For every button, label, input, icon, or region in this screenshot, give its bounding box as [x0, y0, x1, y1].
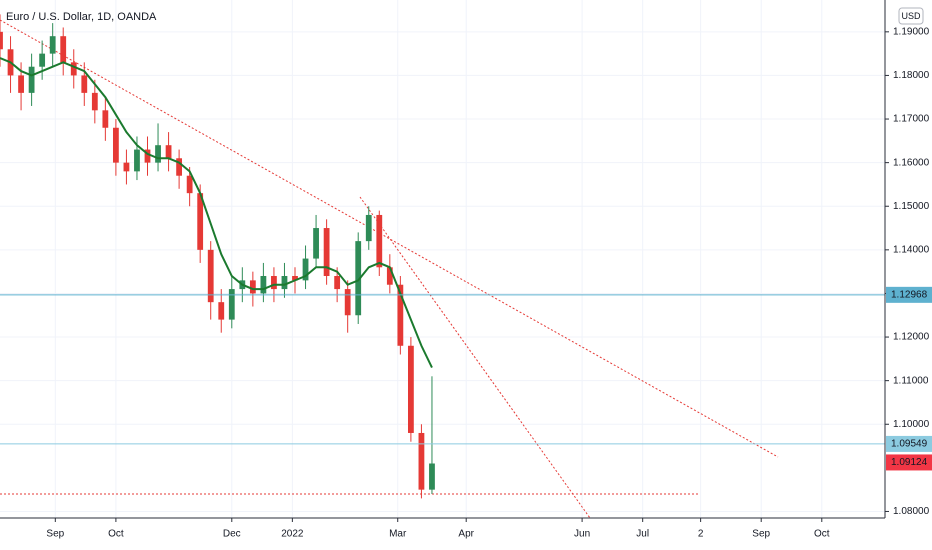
candle-body [376, 214, 383, 268]
grid [0, 0, 885, 518]
candle-body [134, 149, 140, 172]
x-tick-label: Sep [752, 529, 770, 540]
candle-body [112, 127, 119, 163]
y-tick-label: 1.16000 [893, 157, 930, 168]
candle-body [218, 302, 225, 320]
candle-body [407, 345, 414, 433]
x-tick-label: Mar [389, 529, 407, 540]
series [0, 14, 885, 499]
candle-body [334, 276, 341, 290]
candle-body [0, 31, 3, 50]
candle-body [197, 193, 204, 250]
price-label-box [886, 435, 932, 452]
candle-body [155, 145, 161, 163]
chart-title: Euro / U.S. Dollar, 1D, OANDA [6, 11, 157, 23]
y-tick-label: 1.11000 [893, 375, 929, 386]
y-tick-label: 1.17000 [893, 114, 930, 125]
x-tick-label: Sep [46, 529, 64, 540]
x-tick-label: Jun [574, 529, 590, 540]
candle-body [429, 463, 435, 490]
price-label: 1.12968 [891, 289, 928, 300]
candle-body [39, 53, 46, 67]
candle-body [28, 66, 35, 93]
y-tick-label: 1.12000 [893, 332, 930, 343]
candle-body [302, 258, 309, 281]
candle-body [313, 228, 319, 259]
axes: 1.19000 1.18000 1.17000 1.16000 1.15000 1.140… [46, 26, 932, 540]
candle-body [418, 432, 425, 490]
last-price-label: 1.09124 [891, 457, 928, 468]
x-tick-label: Apr [458, 529, 474, 540]
x-tick-label: 2 [698, 529, 704, 540]
price-label-box [886, 286, 932, 303]
candle-body [355, 241, 362, 316]
y-tick-label: 1.10000 [893, 419, 930, 430]
candle-body [281, 276, 288, 290]
x-tick-label: Jul [636, 529, 649, 540]
price-label: 1.09549 [891, 439, 928, 450]
trend-line [359, 196, 591, 519]
candle-body [186, 175, 193, 194]
y-tick-label: 1.15000 [893, 201, 930, 212]
x-tick-label: Oct [814, 529, 830, 540]
currency-label: USD [901, 11, 921, 21]
x-tick-label: 2022 [281, 529, 304, 540]
candle-body [18, 75, 24, 93]
candle-body [49, 36, 56, 54]
candle-body [144, 149, 151, 163]
candle-body [70, 62, 77, 76]
currency-badge[interactable] [898, 7, 924, 25]
candle-body [292, 276, 298, 281]
candle-body [176, 158, 183, 176]
candle-body [323, 228, 330, 277]
candle-body [271, 276, 277, 290]
candle-body [102, 110, 109, 128]
y-tick-label: 1.08000 [893, 506, 930, 517]
candle-body [260, 276, 267, 294]
candle-body [397, 284, 404, 346]
candle-body [165, 145, 172, 159]
candle-body [91, 92, 98, 111]
candle-body [249, 280, 256, 294]
candle-body [228, 289, 235, 320]
last-price-box [886, 454, 932, 471]
candle-body [60, 36, 67, 63]
candle-body [207, 249, 214, 303]
candle-body [386, 267, 393, 285]
candle-body [81, 75, 88, 93]
candle-body [123, 162, 130, 172]
candle-body [365, 214, 372, 242]
y-tick-label: 1.14000 [893, 244, 930, 255]
y-tick-label: 1.19000 [893, 26, 930, 37]
trend-line [0, 19, 779, 458]
x-tick-label: Oct [108, 529, 124, 540]
moving-average [0, 57, 433, 369]
y-tick-label: 1.18000 [893, 70, 930, 81]
x-tick-label: Dec [223, 529, 241, 540]
candle-body [344, 289, 351, 316]
